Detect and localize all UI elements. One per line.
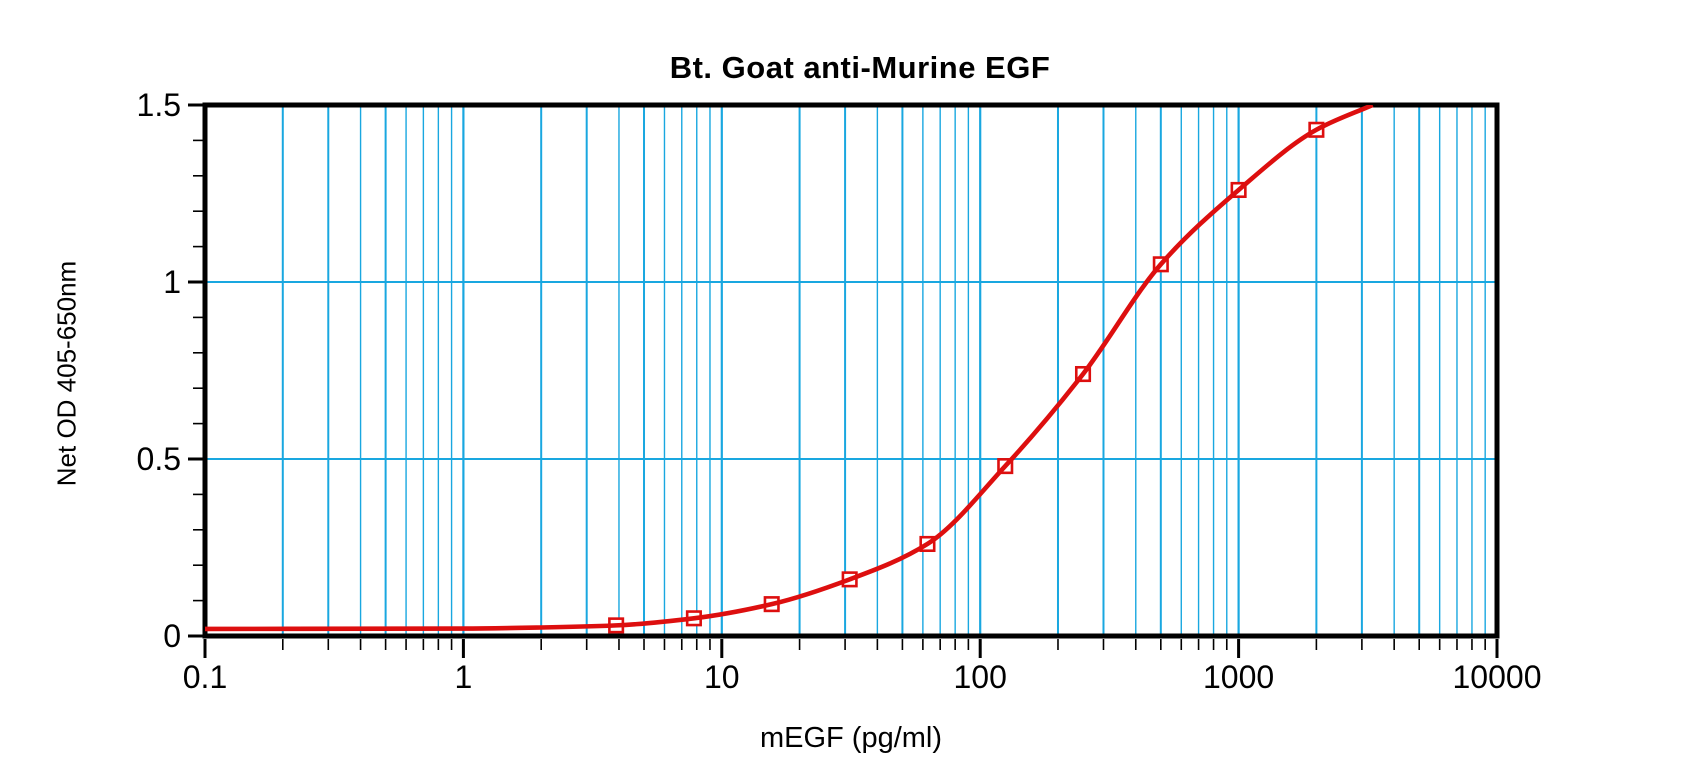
x-tick-label: 100 <box>954 659 1007 695</box>
x-tick-label: 10000 <box>1453 659 1542 695</box>
x-tick-label: 1 <box>455 659 473 695</box>
x-tick-label: 10 <box>704 659 740 695</box>
plot-frame <box>202 102 1500 639</box>
x-tick-label: 0.1 <box>183 659 227 695</box>
y-tick-label: 1.5 <box>137 87 181 123</box>
standard-curve-line <box>205 105 1374 632</box>
chart-title: Bt. Goat anti-Murine EGF <box>669 50 1051 85</box>
y-tick-label: 0 <box>163 618 181 654</box>
y-tick-label: 1 <box>163 264 181 300</box>
x-axis-label: mEGF (pg/ml) <box>759 722 943 754</box>
y-tick-label: 0.5 <box>137 441 181 477</box>
x-tick-label: 1000 <box>1203 659 1274 695</box>
